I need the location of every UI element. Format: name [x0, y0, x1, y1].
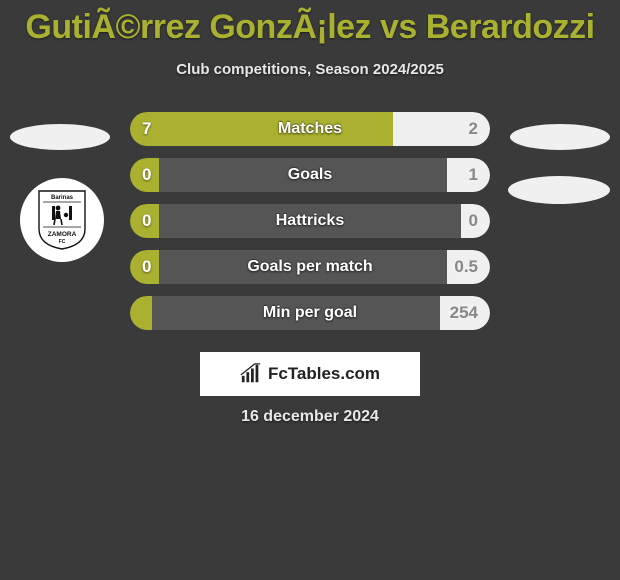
stat-value-right: 2	[469, 112, 478, 146]
date-label: 16 december 2024	[0, 408, 620, 426]
stat-value-left: 0	[142, 204, 151, 238]
stat-row: 00Hattricks	[0, 204, 620, 238]
compare-chart: 72Matches01Goals00Hattricks00.5Goals per…	[0, 112, 620, 330]
stat-row: 00.5Goals per match	[0, 250, 620, 284]
stat-value-right: 1	[469, 158, 478, 192]
stat-track	[130, 112, 490, 146]
stat-row: 254Min per goal	[0, 296, 620, 330]
page-title: GutiÃ©rrez GonzÃ¡lez vs Berardozzi	[0, 0, 620, 47]
stat-row: 01Goals	[0, 158, 620, 192]
brand-label: FcTables.com	[268, 364, 380, 384]
chart-icon	[240, 363, 262, 385]
stat-track	[130, 296, 490, 330]
brand-box: FcTables.com	[200, 352, 420, 396]
stat-value-right: 0	[469, 204, 478, 238]
stat-track	[130, 204, 490, 238]
stat-track	[130, 158, 490, 192]
stat-value-left: 0	[142, 158, 151, 192]
stat-bar-left	[130, 112, 393, 146]
stat-value-right: 0.5	[454, 250, 478, 284]
stat-value-right: 254	[450, 296, 478, 330]
stat-row: 72Matches	[0, 112, 620, 146]
stat-track	[130, 250, 490, 284]
stat-value-left: 7	[142, 112, 151, 146]
stat-value-left: 0	[142, 250, 151, 284]
stat-bar-left	[130, 296, 152, 330]
subtitle: Club competitions, Season 2024/2025	[0, 61, 620, 78]
